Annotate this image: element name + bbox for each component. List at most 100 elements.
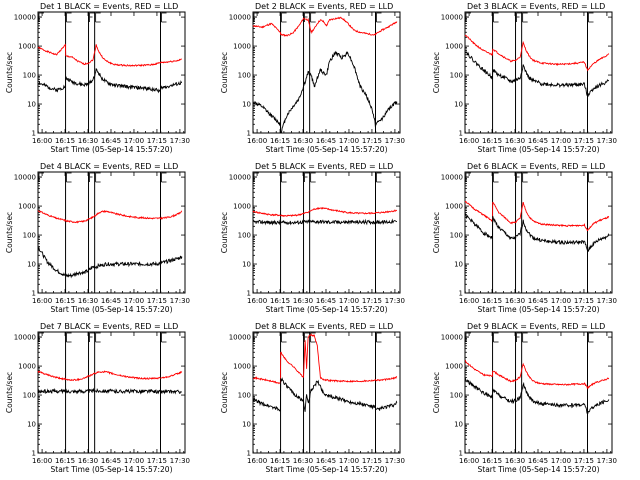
marker-flag-icon [95, 172, 101, 183]
x-tick-label: 16:30 [293, 457, 313, 465]
x-tick-label: 17:30 [597, 137, 617, 145]
x-tick-label: 16:45 [316, 137, 336, 145]
marker-flag-icon [281, 332, 287, 343]
x-tick-label: 16:30 [78, 137, 98, 145]
y-axis-label: Counts/sec [5, 52, 14, 93]
marker-flag-icon [89, 172, 95, 182]
plot-frame [464, 11, 613, 134]
x-tick-label: 17:00 [551, 457, 571, 465]
events-series-line [464, 51, 610, 97]
x-axis-label: Start Time (05-Sep-14 15:57:20) [478, 465, 600, 474]
x-tick-label: 16:00 [459, 297, 479, 305]
x-tick-label: 17:15 [574, 137, 594, 145]
y-tick-label: 100 [23, 392, 36, 400]
marker-flag-icon [161, 332, 167, 343]
y-tick-label: 100 [238, 392, 251, 400]
y-tick-label: 1 [32, 450, 36, 458]
x-tick-label: 16:15 [482, 457, 502, 465]
y-tick-label: 1 [247, 290, 251, 298]
y-tick-label: 10 [27, 261, 36, 269]
x-tick-label: 17:15 [574, 297, 594, 305]
x-tick-label: 17:00 [124, 297, 144, 305]
y-tick-label: 1000 [445, 363, 463, 371]
y-tick-label: 10 [454, 421, 463, 429]
plot-frame [464, 331, 613, 454]
x-tick-label: 16:45 [528, 457, 548, 465]
x-tick-label: 16:30 [505, 297, 525, 305]
x-tick-label: 17:15 [362, 137, 382, 145]
x-tick-label: 16:15 [270, 297, 290, 305]
x-tick-label: 17:30 [170, 457, 190, 465]
marker-flag-icon [161, 12, 167, 23]
marker-flag-icon [95, 12, 101, 23]
x-tick-label: 17:15 [362, 457, 382, 465]
x-tick-label: 16:45 [316, 297, 336, 305]
marker-flag-icon [493, 172, 499, 183]
y-tick-label: 10000 [441, 14, 463, 22]
marker-flag-icon [95, 332, 101, 343]
marker-flag-icon [516, 332, 522, 342]
y-tick-label: 10000 [441, 334, 463, 342]
x-axis-label: Start Time (05-Sep-14 15:57:20) [266, 465, 388, 474]
y-tick-label: 100 [450, 232, 463, 240]
y-axis-label: Counts/sec [432, 52, 441, 93]
y-tick-label: 100 [23, 72, 36, 80]
marker-flag-icon [304, 172, 310, 182]
events-series-line [252, 218, 398, 226]
panel-title: Det 1 BLACK = Events, RED = LLD [40, 2, 178, 11]
y-tick-label: 1000 [18, 363, 36, 371]
x-axis-label: Start Time (05-Sep-14 15:57:20) [51, 145, 173, 154]
x-tick-label: 16:30 [78, 457, 98, 465]
y-tick-label: 100 [238, 232, 251, 240]
y-axis-label: Counts/sec [220, 372, 229, 413]
y-tick-label: 100 [238, 72, 251, 80]
y-tick-label: 1000 [233, 363, 251, 371]
x-tick-label: 17:30 [385, 297, 405, 305]
x-tick-label: 17:30 [170, 297, 190, 305]
detector-panel: Det 8 BLACK = Events, RED = LLD 16:00 16:1… [220, 322, 405, 474]
y-tick-label: 1 [459, 290, 463, 298]
x-tick-label: 16:15 [270, 137, 290, 145]
x-tick-label: 16:00 [32, 137, 52, 145]
y-tick-label: 1 [459, 450, 463, 458]
y-tick-label: 1 [32, 130, 36, 138]
marker-flag-icon [376, 12, 382, 23]
events-series-line [464, 377, 610, 415]
marker-flag-icon [281, 172, 287, 183]
x-tick-label: 17:00 [339, 137, 359, 145]
y-tick-label: 1000 [18, 203, 36, 211]
plot-frame [37, 11, 186, 134]
detector-panel: Det 5 BLACK = Events, RED = LLD 16:00 16:1… [220, 162, 405, 314]
x-tick-label: 16:00 [247, 297, 267, 305]
y-tick-label: 10 [242, 101, 251, 109]
x-axis-label: Start Time (05-Sep-14 15:57:20) [266, 305, 388, 314]
y-tick-label: 10000 [441, 174, 463, 182]
x-axis-label: Start Time (05-Sep-14 15:57:20) [478, 145, 600, 154]
lld-series-line [252, 333, 398, 385]
x-tick-label: 16:15 [55, 457, 75, 465]
x-tick-label: 17:00 [339, 457, 359, 465]
plot-frame [252, 11, 401, 134]
x-tick-label: 16:15 [55, 137, 75, 145]
panel-title: Det 3 BLACK = Events, RED = LLD [467, 2, 605, 11]
plot-frame [464, 171, 613, 294]
marker-flag-icon [376, 332, 382, 343]
y-tick-label: 1000 [445, 203, 463, 211]
x-tick-label: 17:00 [551, 137, 571, 145]
lld-series-line [464, 200, 610, 232]
x-tick-label: 17:30 [597, 457, 617, 465]
marker-flag-icon [522, 172, 528, 183]
lld-series-line [37, 370, 183, 382]
x-tick-label: 16:15 [482, 137, 502, 145]
marker-flag-icon [493, 12, 499, 23]
events-series-line [252, 50, 398, 134]
marker-flag-icon [310, 172, 316, 183]
marker-flag-icon [66, 12, 72, 23]
events-series-line [37, 67, 182, 94]
x-tick-label: 17:00 [124, 137, 144, 145]
y-tick-label: 10 [454, 101, 463, 109]
marker-flag-icon [522, 332, 528, 343]
x-tick-label: 16:30 [505, 457, 525, 465]
marker-flag-icon [89, 12, 95, 22]
x-tick-label: 16:30 [505, 137, 525, 145]
